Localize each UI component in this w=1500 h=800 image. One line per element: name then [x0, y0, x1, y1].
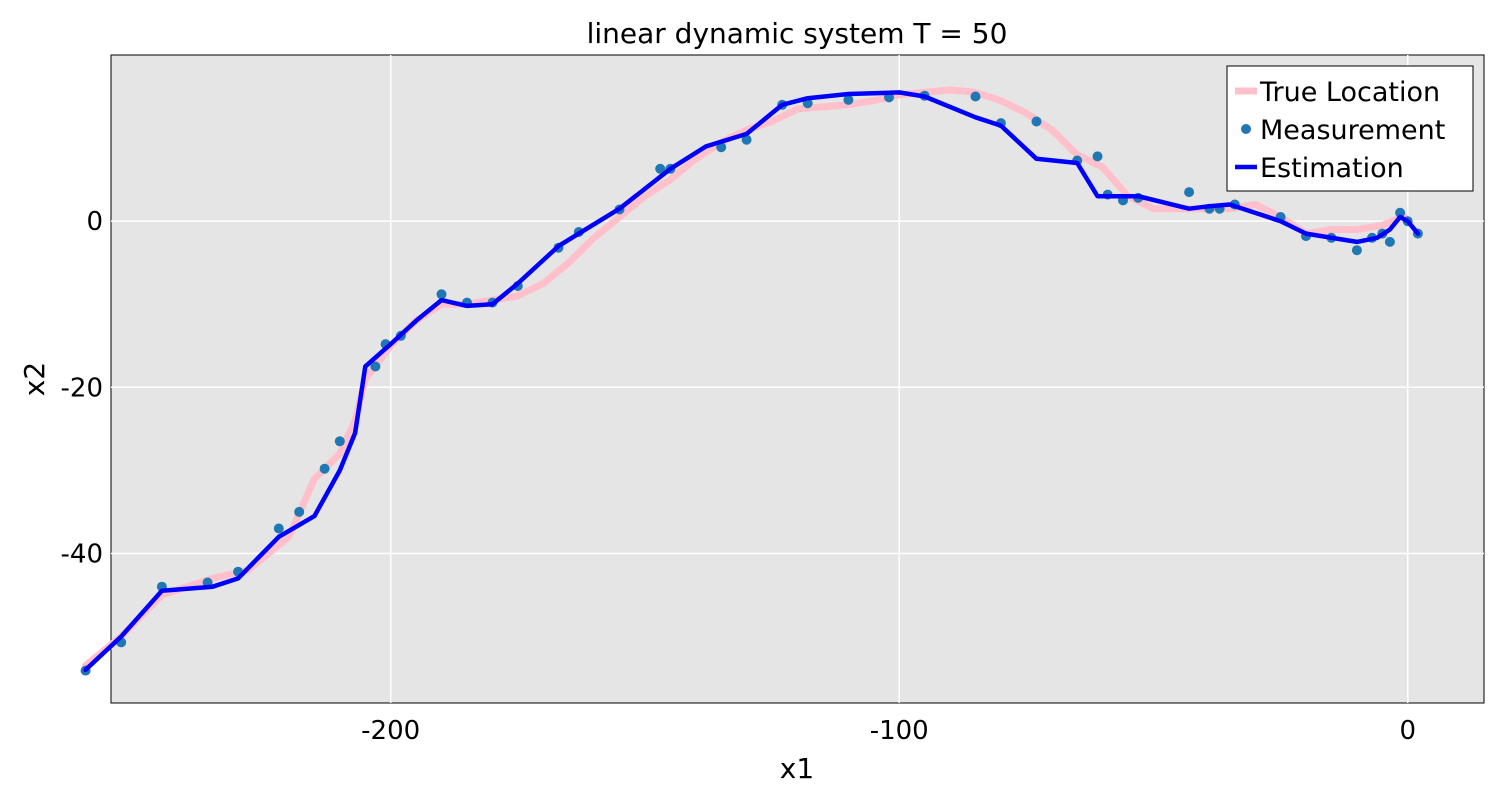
legend-label: Measurement	[1260, 115, 1445, 146]
measurement-point	[334, 436, 345, 447]
legend-marker-measurement	[1241, 124, 1251, 134]
x-tick-label: -100	[870, 716, 929, 746]
grid-lines	[111, 55, 1484, 703]
chart-title: linear dynamic system T = 50	[587, 17, 1008, 50]
legend-box	[1226, 65, 1474, 192]
measurement-point	[1351, 245, 1362, 256]
y-tick-label: -20	[61, 373, 103, 403]
measurement-point	[843, 94, 854, 105]
measurement-point	[655, 163, 666, 174]
measurement-point	[319, 463, 330, 474]
x-tick-label: 0	[1399, 716, 1416, 746]
y-tick-label: -40	[61, 539, 103, 569]
measurement-point	[294, 506, 305, 517]
legend-label: True Location	[1259, 77, 1440, 108]
measurement-point	[1092, 151, 1103, 162]
y-tick-label: 0	[86, 207, 103, 237]
measurement-point	[1031, 116, 1042, 127]
axes: -200 -100 0-40-200	[61, 207, 1416, 746]
measurement-point	[1184, 187, 1195, 198]
legend-label: Estimation	[1260, 153, 1404, 184]
measurement-point	[741, 134, 752, 145]
x-axis-title: x1	[780, 752, 814, 785]
legend: True Location Measurement Estimation	[1226, 65, 1474, 192]
y-axis-title: x2	[18, 362, 51, 396]
measurement-point	[1395, 207, 1406, 218]
measurement-point	[370, 361, 381, 372]
series-layer	[80, 86, 1423, 676]
series-line-estimation	[83, 90, 1421, 673]
measurement-point	[273, 523, 284, 534]
measurement-point	[436, 289, 447, 300]
measurement-point	[1384, 236, 1395, 247]
x-tick-label: -200	[361, 716, 420, 746]
measurement-point	[970, 91, 981, 102]
